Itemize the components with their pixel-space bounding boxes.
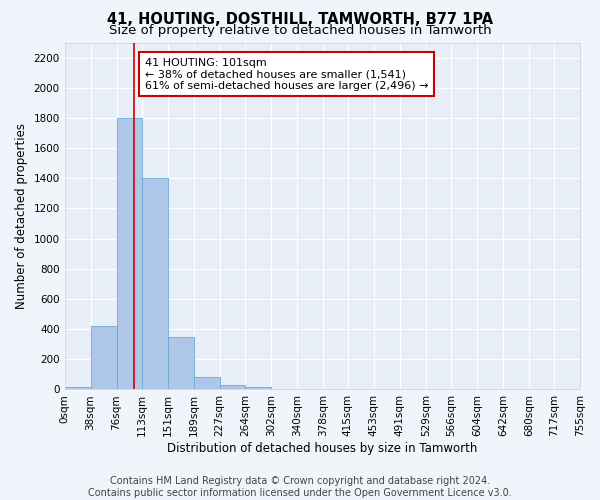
Bar xyxy=(91,326,116,390)
Text: 41, HOUTING, DOSTHILL, TAMWORTH, B77 1PA: 41, HOUTING, DOSTHILL, TAMWORTH, B77 1PA xyxy=(107,12,493,28)
Bar xyxy=(116,118,142,390)
Bar xyxy=(142,178,168,390)
Text: Size of property relative to detached houses in Tamworth: Size of property relative to detached ho… xyxy=(109,24,491,37)
Bar xyxy=(220,385,245,390)
X-axis label: Distribution of detached houses by size in Tamworth: Distribution of detached houses by size … xyxy=(167,442,478,455)
Bar xyxy=(245,387,271,390)
Bar xyxy=(65,387,91,390)
Bar xyxy=(194,378,220,390)
Bar xyxy=(168,336,194,390)
Y-axis label: Number of detached properties: Number of detached properties xyxy=(15,123,28,309)
Text: 41 HOUTING: 101sqm
← 38% of detached houses are smaller (1,541)
61% of semi-deta: 41 HOUTING: 101sqm ← 38% of detached hou… xyxy=(145,58,428,91)
Text: Contains HM Land Registry data © Crown copyright and database right 2024.
Contai: Contains HM Land Registry data © Crown c… xyxy=(88,476,512,498)
